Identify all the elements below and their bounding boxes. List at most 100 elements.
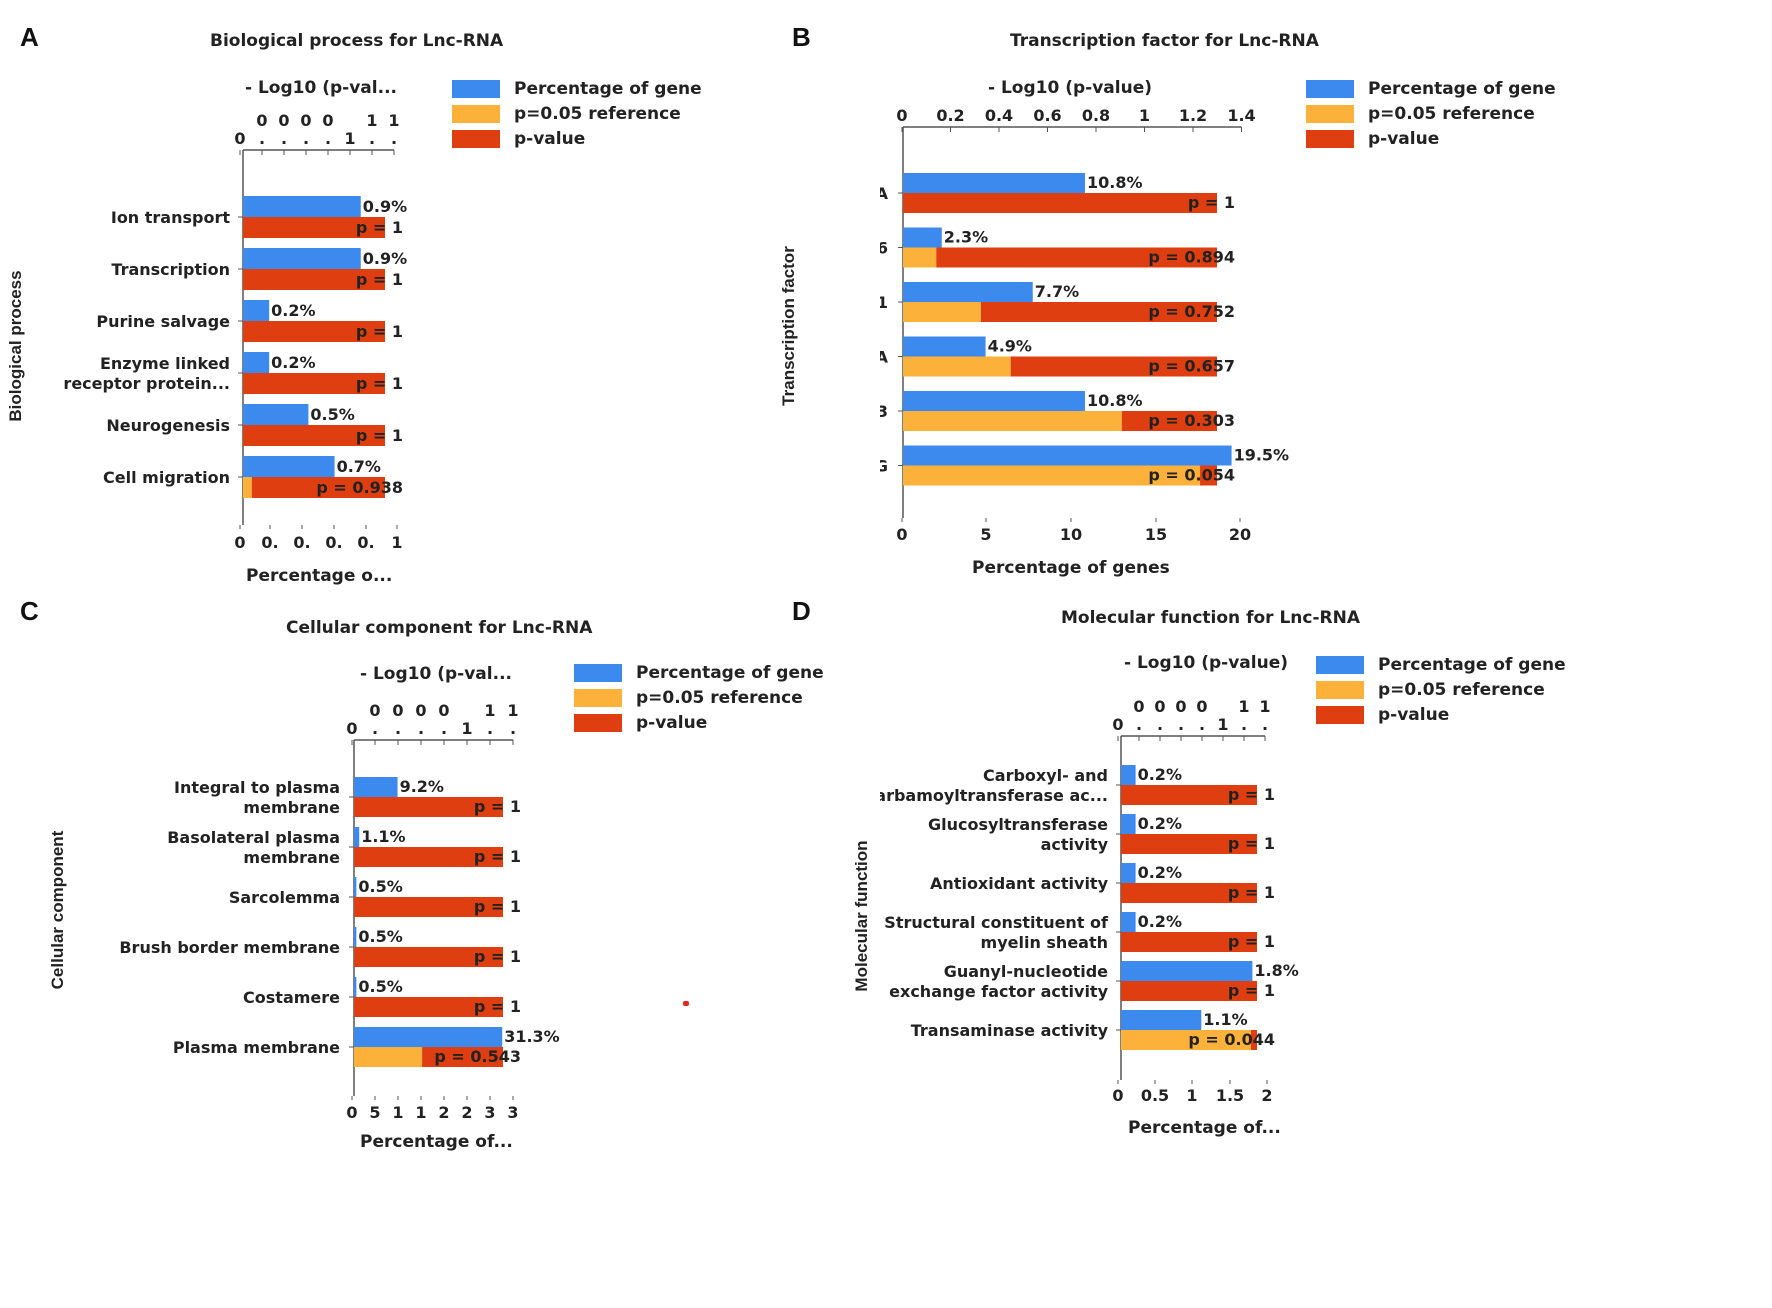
percentage-bar	[354, 827, 360, 847]
legend: Percentage of gene p=0.05 reference p-va…	[574, 660, 824, 735]
reference-bar	[903, 302, 981, 322]
category-label: Carboxyl- and	[983, 766, 1108, 785]
panel-c: C Cellular component for Lnc-RNA - Log10…	[0, 596, 880, 1308]
category-label: membrane	[243, 798, 340, 817]
percentage-label: 10.8%	[1087, 391, 1143, 410]
percentage-label: 0.2%	[271, 301, 315, 320]
percentage-bar	[243, 352, 270, 373]
category-label: membrane	[243, 848, 340, 867]
top-axis-title: - Log10 (p-value)	[988, 78, 1153, 98]
panel-b: B Transcription factor for Lnc-RNA - Log…	[779, 0, 1772, 670]
bottom-tick-label: 0.5	[1141, 1086, 1169, 1105]
pvalue-label: p = 1	[474, 997, 521, 1016]
chart-title: Molecular function for Lnc-RNA	[1061, 608, 1360, 628]
bottom-tick-label: 0	[346, 1103, 357, 1122]
top-axis-title: - Log10 (p-val...	[245, 78, 397, 98]
legend-item-reference: p=0.05 reference	[574, 685, 824, 710]
top-tick-label: 0	[322, 111, 333, 130]
percentage-label: 1.1%	[1203, 1010, 1247, 1029]
category-label: Transaminase activity	[911, 1021, 1109, 1040]
reference-bar	[903, 356, 1011, 377]
pvalue-bar	[354, 797, 503, 817]
pvalue-label: p = 1	[1228, 932, 1275, 951]
top-tick-label: 0	[1175, 697, 1186, 716]
bottom-tick-label: 2	[438, 1103, 449, 1122]
top-tick-label: .	[391, 129, 397, 148]
bottom-tick-label: 0.	[325, 533, 342, 552]
y-axis-title: Transcription factor	[779, 246, 798, 406]
percentage-bar	[354, 977, 357, 997]
top-tick-label: .	[487, 719, 493, 738]
chart-title: Cellular component for Lnc-RNA	[286, 618, 593, 638]
bottom-tick-label: 0.	[293, 533, 310, 552]
chart-title: Biological process for Lnc-RNA	[210, 31, 504, 51]
top-tick-label: 0.4	[985, 106, 1013, 125]
top-tick-label: 0	[438, 701, 449, 720]
top-tick-label: 0	[1112, 715, 1123, 734]
top-tick-label: 0	[415, 701, 426, 720]
pvalue-bar	[1010, 356, 1217, 377]
category-label: Basolateral plasma	[167, 828, 340, 847]
percentage-bar	[243, 456, 335, 477]
percentage-bar	[903, 227, 942, 248]
panel-label: B	[792, 22, 811, 52]
category-label: myelin sheath	[981, 933, 1108, 952]
pvalue-label: p = 0.938	[316, 478, 403, 497]
percentage-label: 0.7%	[337, 457, 381, 476]
bottom-tick-label: 1.5	[1216, 1086, 1244, 1105]
top-tick-label: 1	[1217, 715, 1228, 734]
pvalue-label: p = 1	[1188, 193, 1235, 212]
legend-item-pvalue: p-value	[574, 710, 824, 735]
bottom-tick-label: 0	[1112, 1086, 1123, 1105]
pvalue-bar	[980, 302, 1217, 322]
percentage-bar	[243, 404, 309, 425]
pvalue-label: p = 0.044	[1188, 1030, 1275, 1049]
top-tick-label: 0.6	[1033, 106, 1061, 125]
percentage-bar	[903, 173, 1085, 193]
pvalue-label: p = 0.657	[1148, 357, 1235, 376]
reference-bar	[354, 1047, 423, 1067]
pvalue-label: p = 1	[356, 270, 403, 289]
top-tick-label: 1	[388, 111, 399, 130]
pvalue-label: p = 0.054	[1148, 466, 1235, 485]
top-tick-label: 1	[461, 719, 472, 738]
pvalue-label: p = 1	[356, 322, 403, 341]
percentage-bar	[1121, 814, 1136, 834]
bottom-tick-label: 5	[369, 1103, 380, 1122]
pvalue-label: p = 0.894	[1148, 248, 1235, 267]
top-tick-label: .	[395, 719, 401, 738]
legend-item-pvalue: p-value	[1306, 126, 1556, 151]
category-label: Brush border membrane	[119, 938, 340, 957]
category-label: Antioxidant activity	[930, 874, 1109, 893]
top-tick-label: .	[303, 129, 309, 148]
top-tick-label: 0	[346, 719, 357, 738]
bottom-axis-title: Percentage of...	[1128, 1118, 1281, 1138]
top-tick-label: 1.4	[1227, 106, 1255, 125]
bottom-tick-label: 5	[980, 525, 991, 544]
percentage-label: 31.3%	[504, 1027, 560, 1046]
percentage-bar	[1121, 863, 1136, 883]
bottom-tick-label: 1	[415, 1103, 426, 1122]
category-label: Costamere	[243, 988, 340, 1007]
pvalue-bar	[354, 997, 503, 1017]
legend-item-percentage: Percentage of gene	[574, 660, 824, 685]
pvalue-bar	[1121, 411, 1217, 431]
percentage-label: 2.3%	[944, 228, 988, 247]
reference-bar	[903, 411, 1122, 431]
percentage-bar	[354, 1027, 503, 1047]
category-label: PPARG	[880, 457, 888, 476]
legend-item-reference: p=0.05 reference	[452, 101, 702, 126]
percentage-label: 0.2%	[1138, 912, 1182, 931]
category-label: Neurogenesis	[106, 416, 230, 435]
top-tick-label: 0	[392, 701, 403, 720]
y-axis-title: Molecular function	[852, 840, 871, 992]
bottom-tick-label: 20	[1229, 525, 1251, 544]
top-axis-title: - Log10 (p-val...	[360, 664, 512, 684]
top-tick-label: .	[418, 719, 424, 738]
pvalue-label: p = 1	[1228, 981, 1275, 1000]
pvalue-label: p = 1	[356, 426, 403, 445]
pvalue-bar	[354, 947, 503, 967]
legend-item-percentage: Percentage of gene	[1306, 76, 1556, 101]
panel-label: A	[20, 22, 39, 52]
